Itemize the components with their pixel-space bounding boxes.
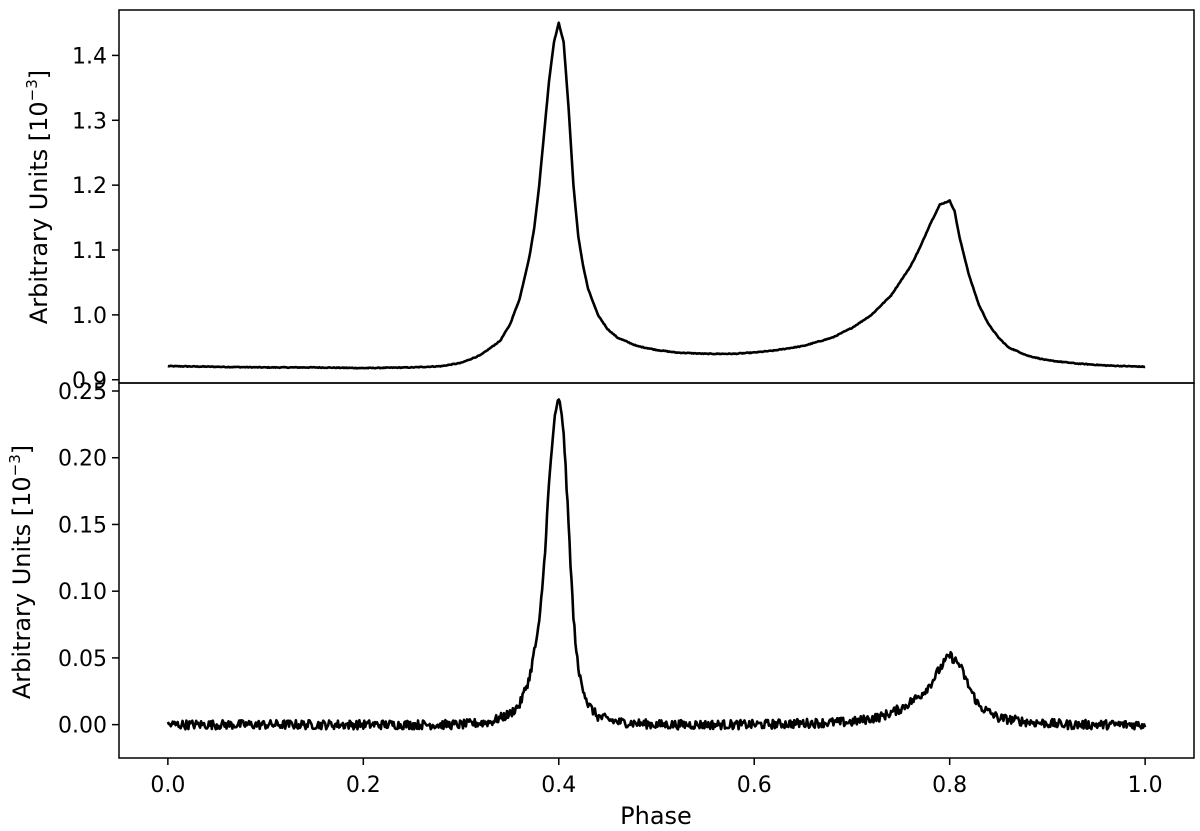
xtick-label: 0.4 bbox=[541, 773, 576, 798]
top-ytick-label: 1.0 bbox=[72, 304, 107, 329]
xtick-labels: 0.0 0.2 0.4 0.6 0.8 1.0 bbox=[150, 773, 1162, 798]
xtick-label: 1.0 bbox=[1128, 773, 1163, 798]
bottom-plot-frame bbox=[118, 382, 1195, 759]
bottom-ylabel: Arbitrary Units [10−3] bbox=[6, 445, 36, 699]
bottom-panel: 0.00 0.05 0.10 0.15 0.20 0.25 0.0 0.2 0.4 0.6 0.8… bbox=[6, 380, 1163, 830]
xtick-marks bbox=[167, 758, 1146, 765]
bottom-ytick-label: 0.10 bbox=[58, 580, 107, 605]
top-series-line bbox=[167, 21, 1146, 370]
top-ylabel: Arbitrary Units [10−3] bbox=[23, 70, 53, 324]
xtick-label: 0.0 bbox=[150, 773, 185, 798]
bottom-ytick-marks bbox=[112, 390, 119, 726]
bottom-series-line bbox=[166, 398, 1147, 731]
top-ytick-label: 1.2 bbox=[72, 174, 107, 199]
top-plot-frame bbox=[118, 9, 1195, 384]
x-axis-label: Phase bbox=[620, 802, 692, 830]
xtick-label: 0.2 bbox=[346, 773, 381, 798]
top-panel: 0.9 1.0 1.1 1.2 1.3 1.4 Arbitrary Units [10−3… bbox=[23, 21, 1146, 394]
top-ytick-label: 1.3 bbox=[72, 109, 107, 134]
bottom-ytick-labels: 0.00 0.05 0.10 0.15 0.20 0.25 bbox=[58, 380, 107, 739]
bottom-ytick-label: 0.05 bbox=[58, 647, 107, 672]
top-ytick-label: 0.9 bbox=[72, 369, 107, 394]
bottom-ytick-label: 0.00 bbox=[58, 714, 107, 739]
top-ytick-labels: 0.9 1.0 1.1 1.2 1.3 1.4 bbox=[72, 44, 107, 393]
top-ytick-label: 1.4 bbox=[72, 44, 107, 69]
top-ytick-marks bbox=[112, 54, 119, 381]
xtick-label: 0.8 bbox=[932, 773, 967, 798]
bottom-ytick-label: 0.25 bbox=[58, 380, 107, 405]
top-ytick-label: 1.1 bbox=[72, 239, 107, 264]
bottom-ytick-label: 0.20 bbox=[58, 447, 107, 472]
bottom-ytick-label: 0.15 bbox=[58, 513, 107, 538]
xtick-label: 0.6 bbox=[737, 773, 772, 798]
